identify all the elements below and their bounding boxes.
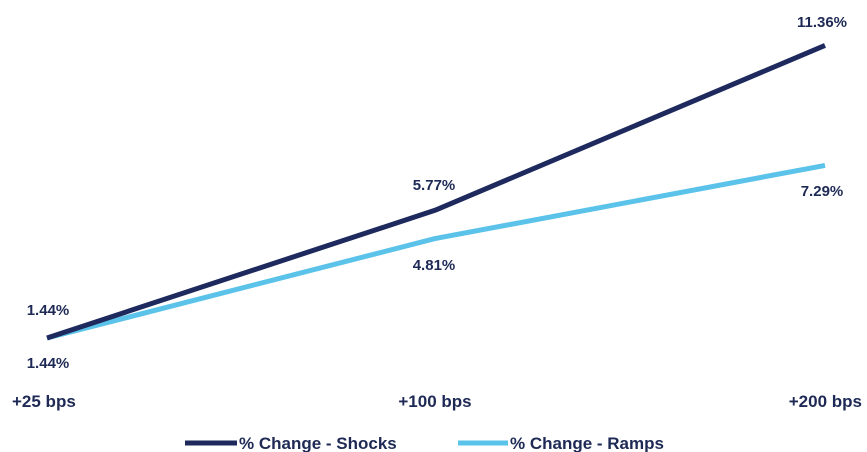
legend-label-shocks: % Change - Shocks [239, 434, 397, 452]
data-label-shocks-1: 1.44% [27, 302, 70, 319]
data-label-ramps-1: 1.44% [27, 355, 70, 372]
data-label-shocks-2: 5.77% [413, 177, 456, 194]
data-label-ramps-3: 7.29% [801, 183, 844, 200]
x-tick-label-3: +200 bps [789, 392, 862, 411]
series-line-shocks [46, 43, 826, 341]
series-line-ramps [46, 162, 826, 341]
legend-label-ramps: % Change - Ramps [510, 434, 664, 452]
x-tick-label-1: +25 bps [12, 392, 76, 411]
legend: % Change - Shocks % Change - Ramps [185, 434, 664, 452]
x-tick-label-2: +100 bps [398, 392, 471, 411]
data-label-shocks-3: 11.36% [797, 14, 847, 31]
data-label-ramps-2: 4.81% [413, 257, 456, 274]
